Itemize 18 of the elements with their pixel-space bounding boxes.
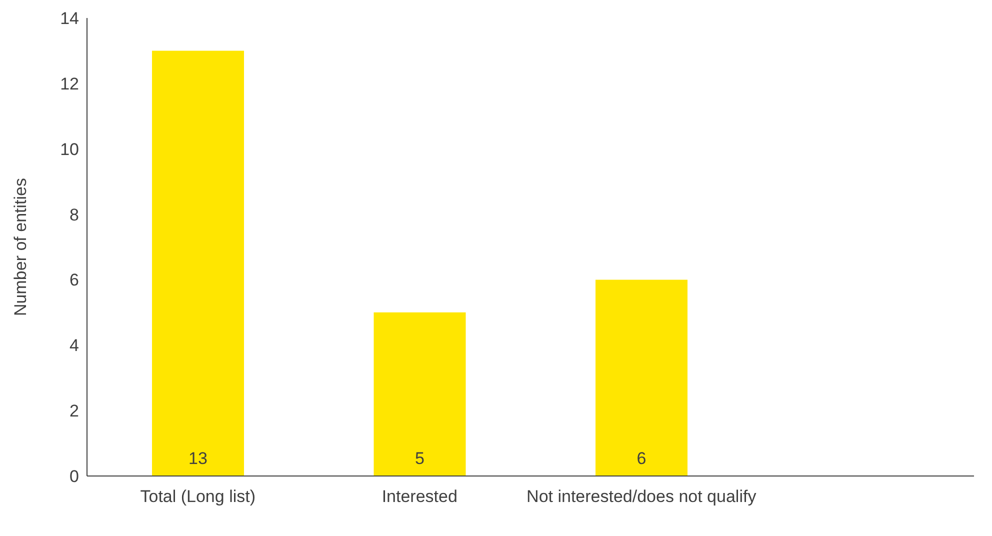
y-tick-label: 2	[70, 402, 79, 421]
y-tick-label: 4	[70, 336, 79, 356]
y-tick-label: 8	[70, 205, 79, 224]
x-tick-label: Interested	[382, 487, 458, 506]
bar	[596, 280, 688, 476]
y-tick-label: 14	[60, 9, 79, 28]
y-tick-label: 6	[70, 270, 79, 290]
x-tick-label: Total (Long list)	[140, 487, 256, 506]
bar	[152, 50, 244, 476]
x-tick-label: Not interested/does not qualify	[526, 487, 757, 506]
bar	[374, 312, 466, 476]
data-label: 6	[636, 449, 646, 468]
data-label: 13	[188, 449, 208, 468]
y-tick-label: 12	[60, 74, 79, 94]
y-axis-title: Number of entities	[11, 178, 30, 316]
y-tick-label: 10	[60, 140, 79, 159]
y-tick-label: 0	[70, 467, 79, 486]
data-label: 5	[415, 449, 424, 468]
